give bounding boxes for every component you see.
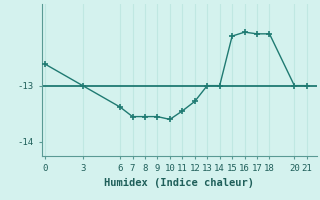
X-axis label: Humidex (Indice chaleur): Humidex (Indice chaleur) <box>104 178 254 188</box>
